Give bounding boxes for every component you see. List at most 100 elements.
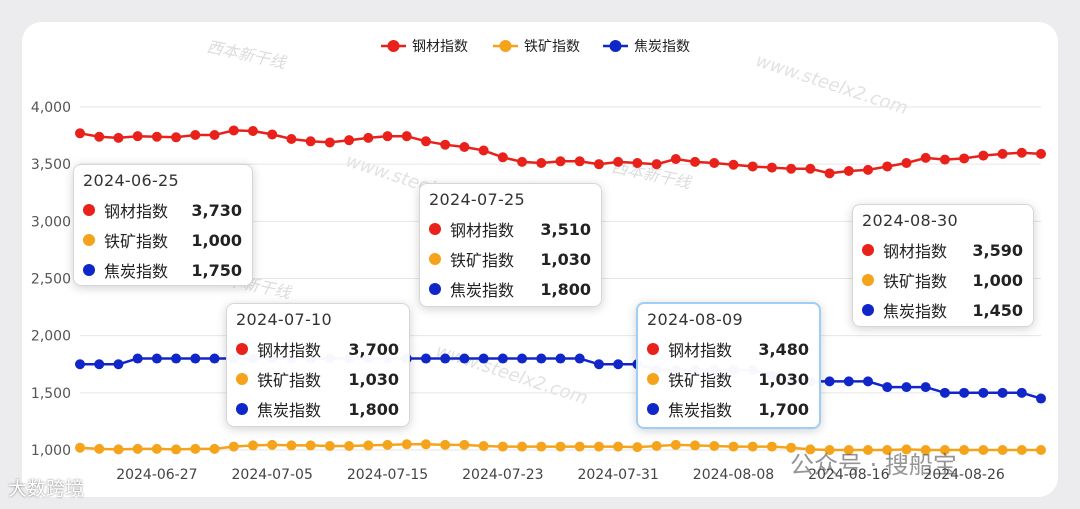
data-point (670, 439, 681, 450)
tooltip-date: 2024-07-25 (429, 190, 525, 209)
x-tick-label: 2024-08-16 (808, 467, 889, 483)
data-point (478, 145, 489, 156)
data-point (690, 440, 701, 451)
data-point (1036, 393, 1046, 404)
data-point (286, 134, 297, 145)
data-point (113, 444, 124, 455)
data-point (305, 440, 316, 451)
data-point (209, 130, 220, 141)
tooltip-series-name: 焦炭指数 (257, 401, 322, 420)
data-point (459, 439, 470, 450)
data-point (517, 441, 528, 452)
data-point (901, 444, 912, 455)
data-point (478, 353, 489, 364)
data-point (401, 439, 412, 450)
data-point (113, 132, 124, 143)
legend-label[interactable]: 钢材指数 (412, 39, 468, 55)
y-tick-label: 4,000 (31, 100, 71, 116)
data-point (939, 445, 950, 455)
tooltip-value: 3,480 (758, 339, 809, 359)
data-point (978, 387, 989, 398)
data-point (843, 445, 854, 455)
data-point (517, 156, 528, 167)
legend-label[interactable]: 铁矿指数 (524, 39, 580, 55)
data-point (75, 359, 85, 370)
tooltip-series-name: 钢材指数 (104, 202, 169, 221)
legend-marker (499, 40, 512, 52)
tooltip-series-name: 钢材指数 (883, 242, 948, 261)
data-point (593, 441, 604, 452)
series-dot (83, 204, 95, 216)
tooltip-value: 1,450 (972, 300, 1023, 320)
series-dot (236, 343, 248, 355)
legend-label[interactable]: 焦炭指数 (634, 39, 690, 55)
data-point (190, 353, 201, 364)
data-point (882, 445, 893, 455)
data-point (593, 159, 604, 170)
data-point (344, 440, 355, 451)
data-point (228, 441, 239, 452)
data-point (132, 353, 143, 364)
tooltip-series-name: 铁矿指数 (257, 371, 322, 390)
data-point (997, 148, 1008, 159)
data-point (920, 445, 931, 455)
data-point (959, 445, 970, 455)
data-point (882, 382, 893, 393)
data-point (574, 353, 585, 364)
x-tick-label: 2024-06-27 (116, 467, 197, 483)
tooltip-series-name: 焦炭指数 (668, 401, 733, 420)
data-point (382, 439, 393, 450)
tooltip-0: 2024-06-25 钢材指数 3,730 铁矿指数 1,000 焦炭指数 1,750 (73, 164, 253, 286)
tooltip-series-name: 铁矿指数 (104, 232, 169, 251)
tooltip-value: 3,700 (348, 339, 399, 359)
data-point (75, 442, 85, 453)
data-point (766, 441, 777, 452)
data-point (1016, 387, 1027, 398)
data-point (267, 129, 278, 140)
tooltip-value: 1,030 (758, 369, 809, 389)
tooltip-1: 2024-07-10 钢材指数 3,700 铁矿指数 1,030 焦炭指数 1,800 (226, 303, 410, 427)
tooltip-value: 1,030 (540, 249, 591, 269)
data-point (920, 382, 931, 393)
data-point (247, 440, 258, 451)
series-dot (862, 244, 874, 256)
data-point (113, 359, 124, 370)
data-point (920, 152, 931, 163)
data-point (939, 154, 950, 165)
data-point (171, 132, 182, 143)
tooltip-value: 1,000 (972, 270, 1023, 290)
data-point (863, 445, 874, 455)
tooltip-value: 1,000 (191, 230, 242, 250)
tooltip-value: 1,800 (540, 279, 591, 299)
series-dot (429, 283, 441, 295)
data-point (786, 442, 797, 453)
tooltip-value: 3,730 (191, 200, 242, 220)
data-point (670, 154, 681, 165)
data-point (651, 440, 662, 451)
series-dot (647, 343, 659, 355)
x-tick-label: 2024-07-23 (462, 467, 543, 483)
data-point (709, 440, 720, 451)
data-point (766, 162, 777, 173)
data-point (190, 443, 201, 454)
data-point (959, 153, 970, 164)
data-point (132, 131, 143, 142)
data-point (863, 164, 874, 175)
series-dot (647, 373, 659, 385)
y-tick-label: 2,500 (31, 272, 71, 288)
data-point (709, 158, 720, 169)
x-tick-label: 2024-08-26 (923, 467, 1004, 483)
data-point (190, 130, 201, 141)
legend-marker (387, 40, 400, 52)
data-point (997, 387, 1008, 398)
data-point (843, 376, 854, 387)
data-point (497, 441, 508, 452)
data-point (901, 158, 912, 169)
data-point (94, 131, 105, 142)
data-point (555, 441, 566, 452)
tooltip-series-name: 钢材指数 (668, 341, 733, 360)
data-point (517, 353, 528, 364)
data-point (747, 441, 758, 452)
tooltip-date: 2024-06-25 (83, 171, 179, 190)
data-point (324, 137, 335, 148)
